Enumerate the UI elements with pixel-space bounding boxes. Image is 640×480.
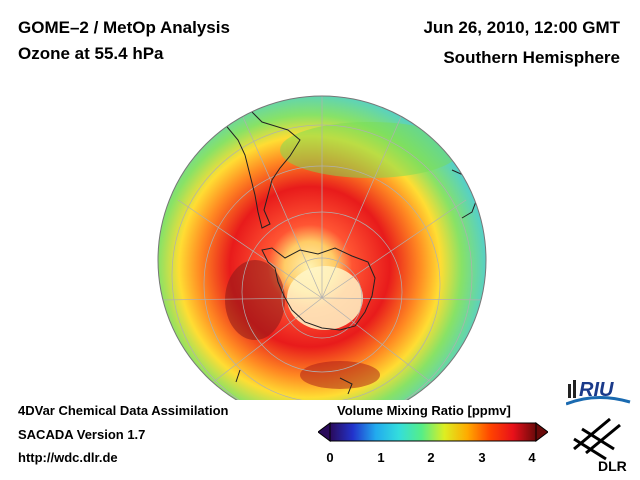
colorbar-tick-3: 3 bbox=[478, 450, 486, 465]
ozone-globe-map bbox=[157, 95, 487, 400]
colorbar-tick-1: 1 bbox=[377, 450, 385, 465]
colorbar-gradient bbox=[329, 422, 537, 442]
colorbar-tick-2: 2 bbox=[427, 450, 435, 465]
svg-text:RIU: RIU bbox=[579, 379, 614, 401]
footer-url: http://wdc.dlr.de bbox=[18, 450, 118, 465]
colorbar-tick-4: 4 bbox=[528, 450, 536, 465]
hemisphere-label: Southern Hemisphere bbox=[443, 48, 620, 67]
colorbar-max-arrow bbox=[535, 422, 548, 442]
dlr-logo: DLR bbox=[573, 417, 627, 474]
date-label: Jun 26, 2010, 12:00 GMT bbox=[423, 18, 620, 37]
svg-text:DLR: DLR bbox=[598, 458, 627, 474]
colorbar-tick-0: 0 bbox=[326, 450, 334, 465]
colorbar-title: Volume Mixing Ratio [ppmv] bbox=[337, 403, 511, 418]
colorbar bbox=[318, 422, 548, 442]
colorbar-min-arrow bbox=[318, 422, 331, 442]
footer-method: 4DVar Chemical Data Assimilation bbox=[18, 403, 229, 418]
map-title: GOME–2 / MetOp Analysis bbox=[18, 18, 230, 37]
footer-version: SACADA Version 1.7 bbox=[18, 427, 146, 442]
riu-logo: RIU bbox=[566, 379, 631, 406]
map-subtitle: Ozone at 55.4 hPa bbox=[18, 44, 164, 63]
